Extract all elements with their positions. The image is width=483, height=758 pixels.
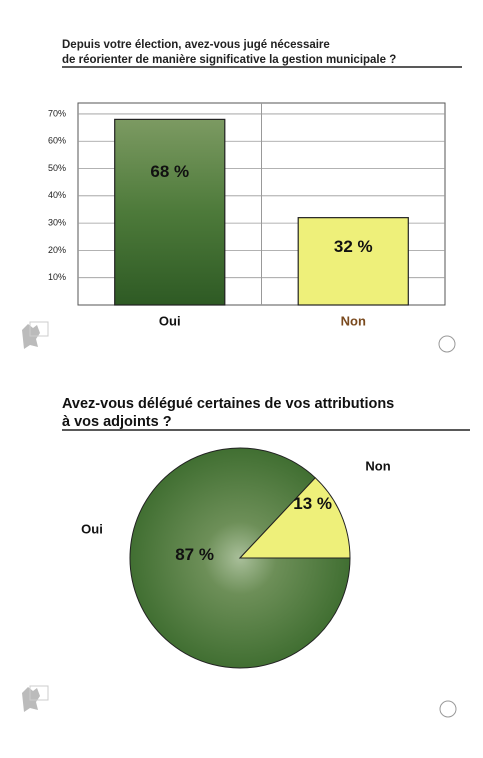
logo <box>22 321 457 718</box>
category-label: Non <box>365 458 390 473</box>
value-label: 13 % <box>293 494 332 513</box>
bar <box>297 217 409 306</box>
y-tick-label: 40% <box>48 190 66 200</box>
value-label: 87 % <box>175 545 214 564</box>
x-tick-label: Non <box>341 313 366 328</box>
x-tick-label: Oui <box>159 313 181 328</box>
chart-title: de réorienter de manière significative l… <box>62 54 396 66</box>
y-tick-label: 30% <box>48 217 66 227</box>
y-tick-label: 50% <box>48 163 66 173</box>
y-tick-label: 70% <box>48 108 66 118</box>
chart-title: Avez-vous délégué certaines de vos attri… <box>62 396 394 412</box>
y-tick-label: 10% <box>48 272 66 282</box>
y-tick-label: 20% <box>48 245 66 255</box>
value-label: 68 % <box>150 162 189 181</box>
chart-title: à vos adjoints ? <box>62 414 172 430</box>
y-tick-label: 60% <box>48 136 66 146</box>
value-label: 32 % <box>334 237 373 256</box>
bar <box>114 118 226 306</box>
chart-title: Depuis votre élection, avez-vous jugé né… <box>62 39 330 51</box>
pie-slice <box>238 477 351 559</box>
category-label: Oui <box>81 521 103 536</box>
